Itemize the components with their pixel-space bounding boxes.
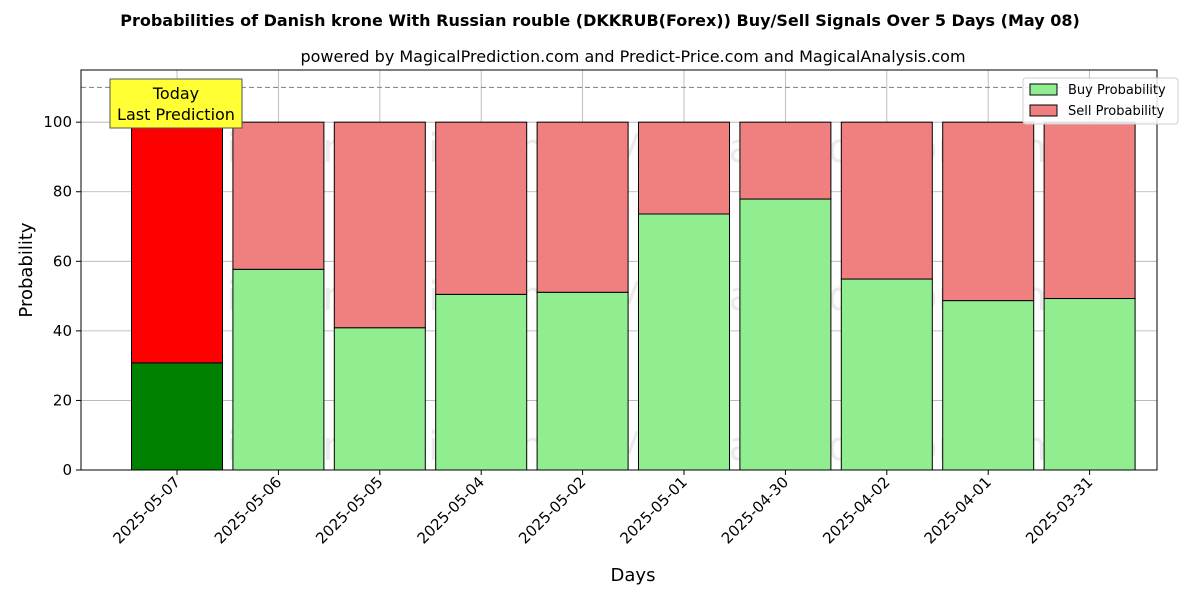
y-tick-label: 80	[53, 183, 72, 201]
x-tick-label: 2025-05-06	[211, 473, 285, 547]
x-tick-label: 2025-04-01	[921, 473, 995, 547]
legend: Buy Probability Sell Probability	[1022, 77, 1179, 125]
legend-label-buy: Buy Probability	[1068, 83, 1166, 98]
bar-buy-2025-04-02	[840, 278, 933, 471]
chart-subtitle: powered by MagicalPrediction.com and Pre…	[300, 47, 965, 66]
x-tick-label: 2025-03-31	[1022, 473, 1096, 547]
chart-title: Probabilities of Danish krone With Russi…	[120, 11, 1080, 30]
x-tick-label: 2025-05-07	[109, 473, 183, 547]
x-tick-label: 2025-05-02	[515, 473, 589, 547]
bar-buy-2025-05-07	[131, 362, 223, 471]
plot-frame	[80, 69, 1158, 471]
bar-buy-2025-05-05	[333, 327, 426, 471]
bar-sell-2025-05-01	[638, 121, 730, 215]
bar-sell-2025-03-31	[1043, 121, 1136, 300]
bar-buy-2025-05-01	[638, 213, 730, 471]
bar-buy-2025-05-06	[232, 268, 325, 471]
callout-line-1: Today	[152, 84, 199, 103]
x-tick-label: 2025-05-04	[414, 473, 488, 547]
x-axis-label: Days	[611, 565, 656, 586]
bar-buy-2025-04-30	[739, 198, 832, 471]
bar-buy-2025-05-02	[536, 291, 629, 471]
bar-buy-2025-04-01	[942, 300, 1035, 471]
y-tick-label: 0	[62, 461, 72, 479]
bar-sell-2025-04-30	[739, 121, 832, 200]
legend-label-sell: Sell Probability	[1068, 104, 1165, 119]
x-tick-label: 2025-04-02	[819, 473, 893, 547]
x-axis-ticks: 2025-05-07 2025-05-06 2025-05-05 2025-05-04…	[109, 470, 1096, 547]
y-axis-label: Probability	[16, 222, 37, 317]
bar-sell-2025-05-02	[536, 121, 629, 293]
y-tick-label: 100	[43, 113, 72, 131]
y-tick-label: 60	[53, 252, 72, 270]
bars	[131, 121, 1136, 471]
y-tick-label: 20	[53, 391, 72, 409]
legend-swatch-buy	[1029, 83, 1058, 96]
y-axis-ticks: 0 20 40 60 80 100	[43, 113, 81, 479]
bar-sell-2025-05-06	[232, 121, 325, 270]
bar-sell-2025-04-02	[840, 121, 933, 280]
y-tick-label: 40	[53, 322, 72, 340]
bar-buy-2025-03-31	[1043, 298, 1136, 471]
callout-line-2: Last Prediction	[117, 105, 235, 124]
x-tick-label: 2025-05-05	[312, 473, 386, 547]
bar-sell-2025-05-05	[333, 121, 426, 329]
bar-sell-2025-04-01	[942, 121, 1035, 302]
bar-sell-2025-05-07	[131, 121, 223, 364]
x-tick-label: 2025-05-01	[616, 473, 690, 547]
today-callout: Today Last Prediction	[109, 78, 243, 129]
legend-box	[1022, 77, 1179, 125]
callout-box	[109, 78, 243, 129]
x-tick-label: 2025-04-30	[718, 473, 792, 547]
bar-buy-2025-05-04	[435, 293, 528, 471]
legend-swatch-sell	[1029, 104, 1058, 117]
bar-sell-2025-05-04	[435, 121, 528, 295]
